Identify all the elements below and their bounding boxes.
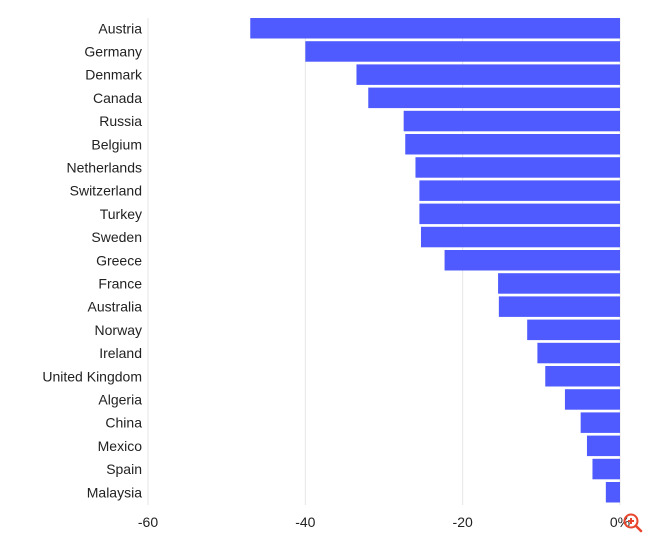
category-label-switzerland: Switzerland <box>70 183 142 199</box>
category-label-russia: Russia <box>99 113 142 129</box>
category-label-ireland: Ireland <box>99 345 142 361</box>
category-label-france: France <box>98 275 142 291</box>
category-label-germany: Germany <box>84 43 142 59</box>
bar-turkey[interactable] <box>419 203 620 225</box>
category-labels: Austria Germany Denmark Canada Russia Belgium… <box>42 20 143 500</box>
category-label-austria: Austria <box>98 20 142 36</box>
category-label-netherlands: Netherlands <box>67 159 143 175</box>
bar-greece[interactable] <box>444 250 620 271</box>
bar-china[interactable] <box>580 412 620 433</box>
bar-ireland[interactable] <box>537 342 620 364</box>
category-label-turkey: Turkey <box>100 206 142 222</box>
bar-united-kingdom[interactable] <box>545 366 620 387</box>
bar-sweden[interactable] <box>420 226 620 248</box>
category-label-greece: Greece <box>96 252 142 268</box>
category-label-china: China <box>105 415 142 431</box>
bar-denmark[interactable] <box>356 64 620 85</box>
bar-algeria[interactable] <box>564 389 620 410</box>
category-label-united-kingdom: United Kingdom <box>42 368 142 384</box>
category-label-malaysia: Malaysia <box>87 484 142 500</box>
bars <box>250 18 620 503</box>
category-label-belgium: Belgium <box>91 136 142 152</box>
category-label-spain: Spain <box>106 461 142 477</box>
bar-spain[interactable] <box>592 458 620 480</box>
bar-austria[interactable] <box>250 18 620 39</box>
x-tick-label-60: -60 <box>138 514 158 530</box>
category-label-norway: Norway <box>95 322 142 338</box>
x-axis-ticks: -60 -40 -20 0% <box>138 514 630 530</box>
category-label-mexico: Mexico <box>98 438 143 454</box>
zoom-in-icon <box>623 513 643 533</box>
bar-germany[interactable] <box>305 41 620 62</box>
category-label-denmark: Denmark <box>85 67 143 83</box>
category-label-algeria: Algeria <box>98 391 142 407</box>
bar-belgium[interactable] <box>405 134 620 155</box>
category-label-australia: Australia <box>88 299 143 315</box>
bar-malaysia[interactable] <box>605 482 620 503</box>
bar-russia[interactable] <box>403 110 620 132</box>
bar-netherlands[interactable] <box>415 157 620 178</box>
bar-france[interactable] <box>498 273 620 294</box>
bar-switzerland[interactable] <box>419 180 620 201</box>
bar-australia[interactable] <box>498 296 620 317</box>
bar-mexico[interactable] <box>586 435 620 457</box>
x-tick-label-20: -20 <box>453 514 473 530</box>
x-tick-label-40: -40 <box>295 514 315 530</box>
bar-norway[interactable] <box>527 319 620 341</box>
zoom-in-button[interactable] <box>622 512 644 534</box>
category-label-sweden: Sweden <box>91 229 142 245</box>
category-label-canada: Canada <box>93 90 142 106</box>
bar-canada[interactable] <box>368 87 620 109</box>
